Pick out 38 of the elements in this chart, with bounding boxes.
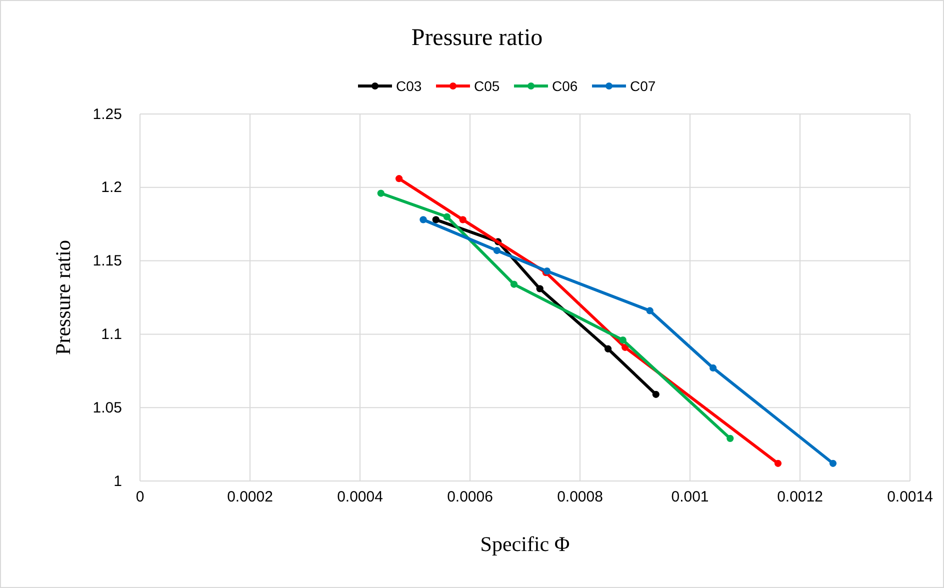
x-tick-label: 0.0006	[447, 488, 493, 506]
x-tick-label: 0.001	[671, 488, 709, 506]
point	[774, 460, 782, 467]
legend-label: C06	[552, 78, 578, 94]
x-tick-label: 0.0008	[557, 488, 603, 506]
y-tick-label: 1	[114, 472, 122, 490]
x-tick-label: 0.0012	[777, 488, 823, 506]
point	[443, 213, 450, 220]
x-tick-label: 0.0002	[227, 488, 273, 506]
point	[510, 280, 518, 288]
point	[459, 216, 466, 224]
y-tick-label: 1.15	[92, 252, 122, 270]
x-axis-title: Specific Φ	[480, 532, 570, 556]
x-tick-label: 0.0014	[887, 488, 933, 506]
point	[652, 390, 660, 398]
point	[646, 307, 654, 314]
point	[536, 285, 544, 292]
point	[710, 364, 717, 372]
point	[432, 216, 440, 224]
point	[420, 216, 427, 224]
point	[619, 336, 626, 344]
x-tick-label: 0	[136, 488, 144, 506]
y-tick-label: 1.25	[92, 106, 122, 123]
legend-label: C05	[474, 78, 500, 94]
point	[829, 460, 837, 467]
x-tick-label: 0.0004	[337, 488, 383, 506]
y-tick-label: 1.05	[92, 399, 122, 416]
chart-title: Pressure ratio	[411, 25, 543, 51]
point	[377, 190, 384, 197]
y-tick-label: 1.2	[101, 179, 122, 196]
point	[726, 434, 734, 442]
point	[604, 345, 612, 352]
y-tick-label: 1.1	[101, 326, 122, 343]
y-axis-title: Pressure ratio	[51, 240, 75, 355]
point	[395, 175, 403, 182]
point	[493, 246, 501, 254]
legend-label: C07	[630, 78, 656, 94]
legend-label: C03	[396, 78, 422, 94]
